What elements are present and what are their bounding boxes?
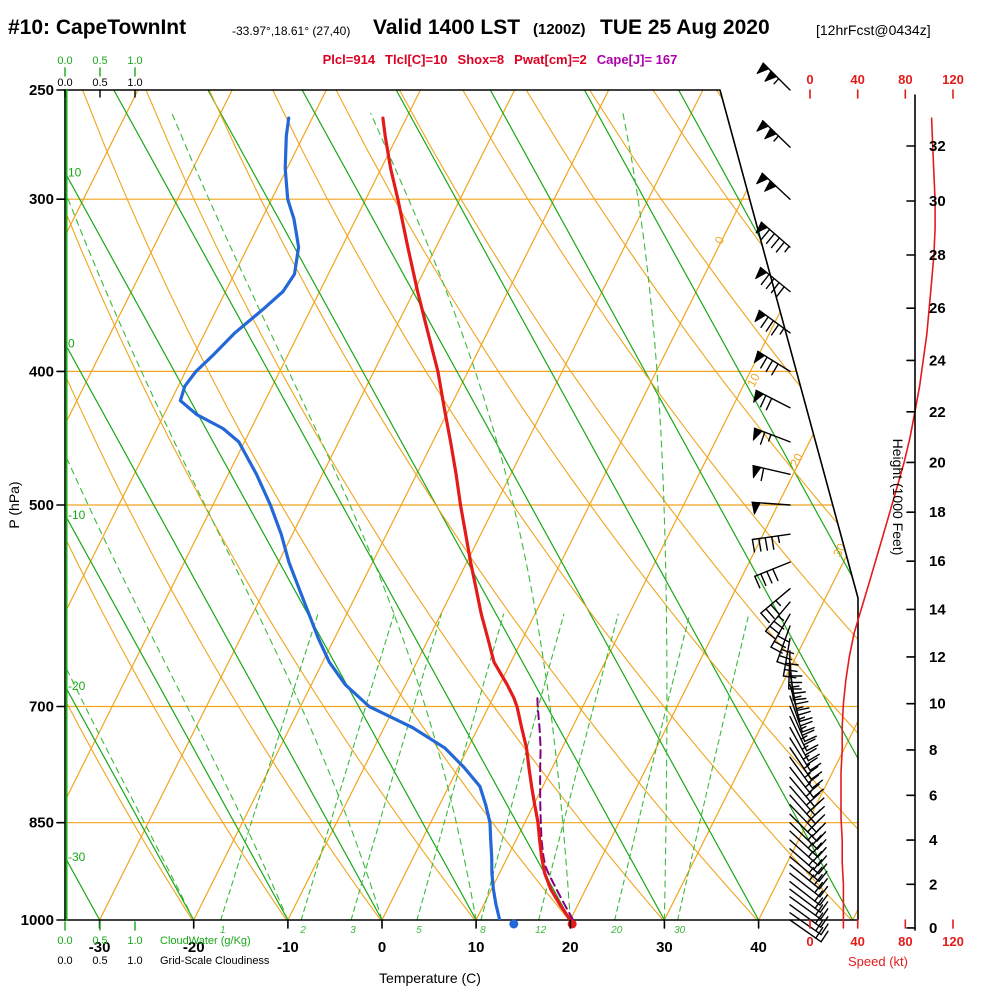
- svg-text:20: 20: [610, 925, 623, 936]
- svg-text:0: 0: [806, 72, 813, 87]
- svg-text:10: 10: [744, 371, 763, 390]
- svg-text:0: 0: [378, 939, 386, 956]
- svg-text:12: 12: [929, 649, 946, 666]
- svg-text:10: 10: [468, 939, 485, 956]
- svg-text:500: 500: [29, 497, 54, 514]
- svg-text:-10: -10: [68, 508, 86, 522]
- svg-text:-20: -20: [183, 939, 205, 956]
- svg-text:18: 18: [929, 504, 946, 521]
- svg-text:3: 3: [350, 925, 356, 936]
- valid-date: TUE 25 Aug 2020: [600, 16, 770, 39]
- svg-text:12: 12: [535, 925, 547, 936]
- svg-text:2: 2: [929, 876, 937, 893]
- svg-text:0.0: 0.0: [57, 955, 72, 967]
- forecast-cycle: [12hrFcst@0434z]: [816, 22, 931, 38]
- svg-text:14: 14: [929, 601, 946, 618]
- svg-text:32: 32: [929, 138, 946, 155]
- svg-text:1.0: 1.0: [127, 55, 142, 67]
- svg-text:-30: -30: [68, 850, 86, 864]
- svg-text:Temperature (C): Temperature (C): [379, 970, 481, 986]
- svg-text:250: 250: [29, 82, 54, 99]
- svg-text:1.0: 1.0: [127, 935, 142, 947]
- svg-text:80: 80: [898, 934, 912, 949]
- svg-text:1.0: 1.0: [127, 77, 142, 89]
- svg-text:1.0: 1.0: [127, 955, 142, 967]
- valid-time-utc: (1200Z): [533, 21, 586, 38]
- background-lattice: [65, 90, 858, 920]
- station-coords: -33.97°,18.61° (27,40): [232, 24, 351, 38]
- svg-text:20: 20: [787, 451, 806, 470]
- parameter-token: Cape[J]= 167: [596, 52, 678, 67]
- svg-text:Height (1000 Feet): Height (1000 Feet): [890, 439, 906, 556]
- svg-text:Speed (kt): Speed (kt): [848, 954, 908, 969]
- svg-text:120: 120: [942, 72, 964, 87]
- svg-text:28: 28: [929, 247, 946, 264]
- svg-text:0: 0: [68, 337, 75, 351]
- svg-text:Grid-Scale Cloudiness: Grid-Scale Cloudiness: [160, 955, 270, 967]
- svg-text:40: 40: [850, 72, 864, 87]
- svg-text:30: 30: [674, 925, 686, 936]
- svg-text:2: 2: [299, 925, 306, 936]
- svg-text:20: 20: [562, 939, 579, 956]
- svg-text:700: 700: [29, 698, 54, 715]
- svg-text:0: 0: [712, 234, 728, 247]
- svg-text:22: 22: [929, 404, 946, 421]
- plot-border: [64, 89, 859, 921]
- svg-text:5: 5: [416, 925, 422, 936]
- station-title: #10: CapeTownInt: [8, 16, 187, 39]
- svg-text:40: 40: [850, 934, 864, 949]
- svg-text:16: 16: [929, 553, 946, 570]
- svg-text:8: 8: [480, 925, 486, 936]
- svg-text:0.0: 0.0: [57, 77, 72, 89]
- svg-text:300: 300: [29, 191, 54, 208]
- svg-text:0.0: 0.0: [57, 935, 72, 947]
- stability-parameters: Plcl=914 Tlcl[C]=10 Shox=8 Pwat[cm]=2 Cape[J…: [300, 52, 700, 67]
- svg-text:0.5: 0.5: [92, 935, 107, 947]
- parameter-token: Pwat[cm]=2: [514, 52, 587, 67]
- svg-text:0.5: 0.5: [92, 77, 107, 89]
- svg-text:400: 400: [29, 363, 54, 380]
- svg-text:CloudWater (g/Kg): CloudWater (g/Kg): [160, 935, 251, 947]
- svg-text:-20: -20: [68, 679, 86, 693]
- svg-text:850: 850: [29, 815, 54, 832]
- svg-text:40: 40: [750, 939, 767, 956]
- valid-time: Valid 1400 LST: [373, 16, 521, 39]
- svg-text:4: 4: [929, 832, 938, 849]
- svg-text:1: 1: [220, 925, 226, 936]
- svg-text:80: 80: [898, 72, 912, 87]
- wind-barbs: [751, 62, 829, 943]
- svg-text:24: 24: [929, 352, 946, 369]
- svg-text:P (hPa): P (hPa): [6, 481, 22, 528]
- svg-text:20: 20: [929, 454, 946, 471]
- svg-text:30: 30: [929, 193, 946, 210]
- svg-text:-10: -10: [277, 939, 299, 956]
- svg-text:0.5: 0.5: [92, 955, 107, 967]
- svg-text:120: 120: [942, 934, 964, 949]
- parameter-token: Tlcl[C]=10: [385, 52, 448, 67]
- svg-text:6: 6: [929, 787, 937, 804]
- svg-text:1000: 1000: [21, 912, 54, 929]
- svg-text:-30: -30: [89, 939, 111, 956]
- wind-speed-profile: [840, 117, 936, 929]
- svg-text:30: 30: [656, 939, 673, 956]
- svg-text:0: 0: [806, 934, 813, 949]
- parameter-token: Plcl=914: [322, 52, 376, 67]
- sounding-profiles: [178, 116, 575, 920]
- svg-text:26: 26: [929, 300, 946, 317]
- svg-text:10: 10: [68, 165, 82, 179]
- svg-text:8: 8: [929, 742, 937, 759]
- parameter-token: Shox=8: [457, 52, 505, 67]
- svg-text:0.0: 0.0: [57, 55, 72, 67]
- svg-text:0: 0: [929, 920, 937, 937]
- svg-text:10: 10: [929, 696, 946, 713]
- svg-text:0.5: 0.5: [92, 55, 107, 67]
